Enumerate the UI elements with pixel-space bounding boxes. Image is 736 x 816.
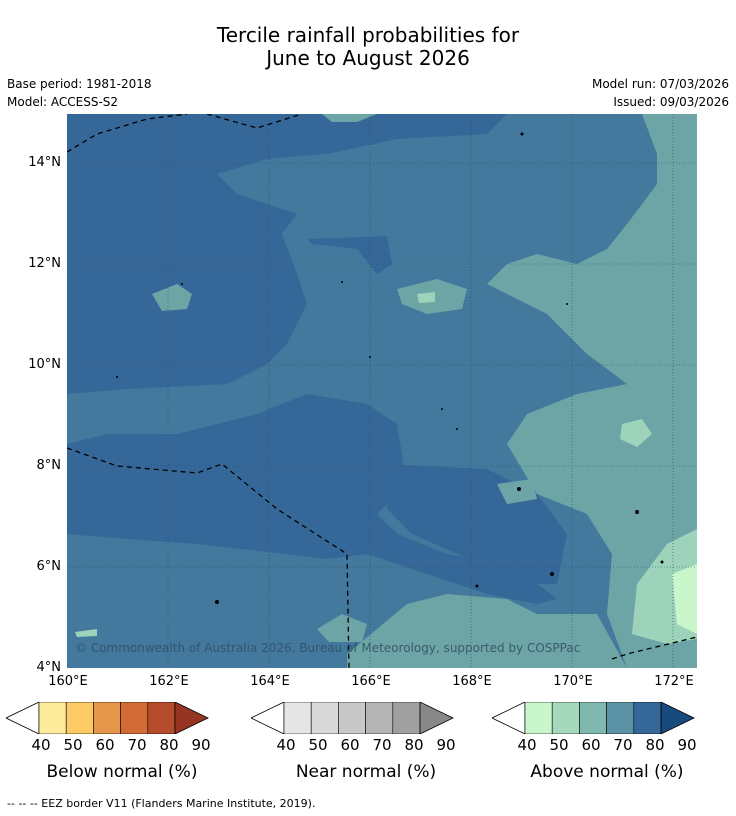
lon-label-172e: 172°E [654,674,694,689]
meta-left: Base period: 1981-2018 Model: ACCESS-S2 [7,75,152,111]
meta-right: Model run: 07/03/2026 Issued: 09/03/2026 [592,75,729,111]
colorbar-tick-label: 90 [677,736,697,754]
deep-region-12n [307,236,392,274]
colorbar-segment [365,702,394,734]
colorbar-segment [338,702,366,734]
palest-region-se [672,564,697,634]
colorbar-tick-label: 50 [308,736,328,754]
colorbar-over-triangle [660,702,695,734]
colorbar-segment [551,702,580,734]
colorbar-tick-label: 60 [581,736,601,754]
light-region-top [322,114,377,122]
lon-label-160e: 160°E [48,674,88,689]
colorbar-under-triangle [492,702,526,734]
pale-region-11n [417,292,435,303]
colorbar-below-label: Below normal (%) [46,762,198,782]
colorbar-tick-label: 60 [340,736,360,754]
light-region-165e [317,614,367,642]
colorbar-tick-label: 80 [159,736,179,754]
colorbar-tick-label: 90 [436,736,456,754]
colorbar-tick-label: 70 [613,736,633,754]
map-copyright: © Commonwealth of Australia 2026, Bureau… [75,641,581,655]
colorbar-tick-label: 40 [31,736,51,754]
colorbar-tick-label: 50 [549,736,569,754]
colorbar-tick-label: 70 [372,736,392,754]
map-title-line2: June to August 2026 [266,46,470,70]
colorbar-segment [579,702,607,734]
light-region-162e [152,284,192,311]
colorbar-above-label: Above normal (%) [530,762,684,782]
colorbar-segment [93,702,121,734]
colorbar-segment [147,702,176,734]
colorbar-tick-label: 80 [645,736,665,754]
lon-label-168e: 168°E [452,674,492,689]
colorbar-tick-label: 40 [276,736,296,754]
colorbar-over-triangle [419,702,454,734]
map-title-line1: Tercile rainfall probabilities for [216,23,520,47]
colorbar-segment [633,702,662,734]
colorbar-under-triangle [251,702,285,734]
deep-region-southwest [67,394,557,604]
lon-label-166e: 166°E [351,674,391,689]
lat-label-10n: 10°N [28,357,61,372]
colorbar-near-normal [251,702,454,734]
colorbar-segment [310,702,339,734]
pale-region-small [75,629,97,637]
colorbar-tick-label: 80 [404,736,424,754]
issued-text: Issued: 09/03/2026 [613,95,729,109]
eez-footnote: -- -- -- EEZ border V11 (Flanders Marine… [7,797,316,810]
colorbar-under-triangle [6,702,40,734]
map-gridlines [67,114,697,668]
light-region-south [347,594,627,668]
colorbar-segment [524,702,553,734]
lon-label-170e: 170°E [553,674,593,689]
colorbar-above-normal [492,702,695,734]
probability-map[interactable] [67,114,697,668]
colorbar-tick-label: 90 [191,736,211,754]
colorbar-segment [606,702,635,734]
deep-region-west [67,114,507,394]
light-region-northeast [487,114,697,668]
colorbar-tick-label: 60 [95,736,115,754]
base-period-text: Base period: 1981-2018 [7,77,152,91]
colorbar-segment [283,702,312,734]
colorbar-segment [38,702,67,734]
colorbar-segment [65,702,94,734]
colorbar-tick-label: 70 [127,736,147,754]
colorbar-near-label: Near normal (%) [295,762,437,782]
lon-label-164e: 164°E [250,674,290,689]
model-run-text: Model run: 07/03/2026 [591,77,729,91]
lat-label-12n: 12°N [28,256,61,271]
lat-label-4n: 4°N [36,660,62,675]
light-region-8n [497,479,537,504]
eez-borders [67,114,697,668]
colorbar-tick-label: 50 [63,736,83,754]
colorbar-below-normal [6,702,209,734]
model-text: Model: ACCESS-S2 [7,95,119,109]
colorbar-over-triangle [174,702,209,734]
colorbar-segment [392,702,421,734]
lat-label-14n: 14°N [28,155,61,170]
colorbar-segment [120,702,149,734]
colorbar-tick-label: 40 [517,736,537,754]
pale-region-9n [620,419,652,447]
lat-label-6n: 6°N [36,559,62,574]
lat-label-8n: 8°N [36,458,62,473]
islands [116,132,664,604]
lon-label-162e: 162°E [149,674,189,689]
